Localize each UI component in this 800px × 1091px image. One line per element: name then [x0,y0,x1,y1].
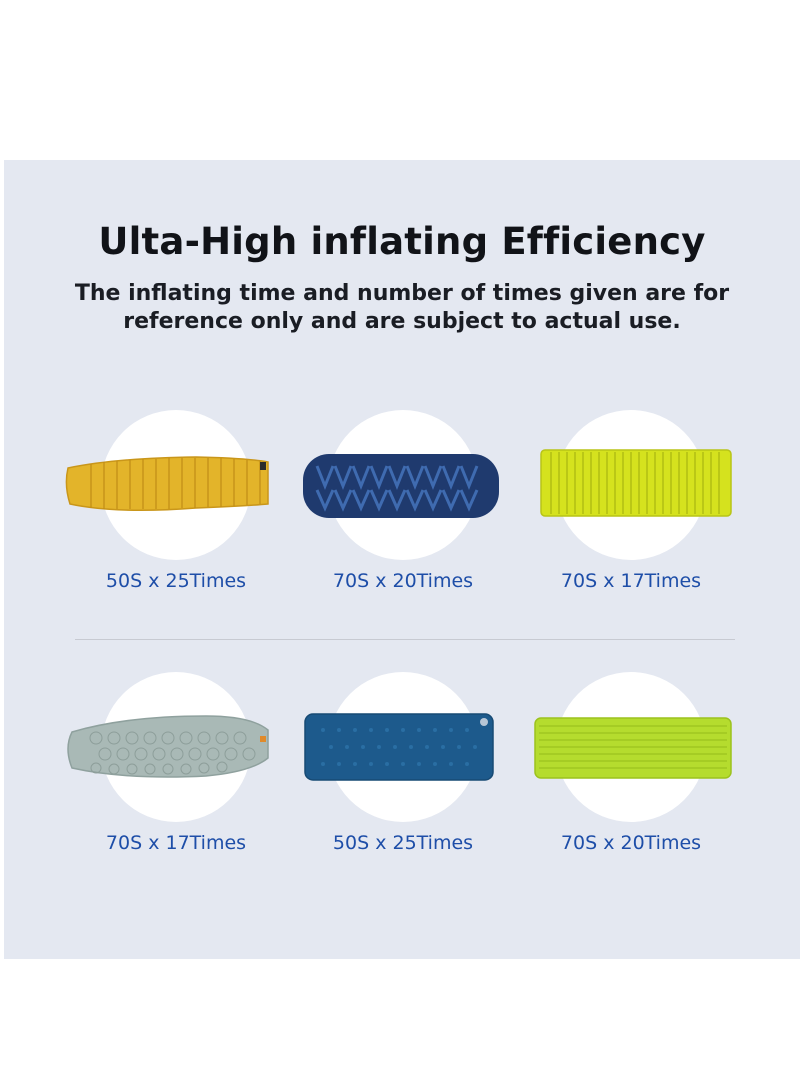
inflation-spec-label: 70S x 20Times [332,570,474,592]
product-card-2: 70S x 20Times [273,410,533,600]
navy-v-chamber-sleeping-pad-icon [303,454,499,518]
subtitle-line-1: The inflating time and number of times g… [74,281,730,306]
page-title: Ulta-High inflating Efficiency [98,220,706,263]
inflation-spec-label: 50S x 25Times [105,570,247,592]
product-card-5: 50S x 25Times [273,672,533,862]
inflation-spec-label: 50S x 25Times [332,832,474,854]
blue-rectangular-sleeping-pad-icon [304,713,494,781]
grey-quilted-sleeping-pad-icon [67,715,269,778]
product-card-3: 70S x 17Times [501,410,761,600]
green-tubed-sleeping-pad-icon [534,717,732,779]
row-divider [75,639,735,640]
product-card-6: 70S x 20Times [501,672,761,862]
lime-ribbed-sleeping-pad-icon [540,449,732,517]
inflation-spec-label: 70S x 17Times [560,570,702,592]
yellow-tapered-sleeping-pad-icon [65,456,269,511]
subtitle-line-2: reference only and are subject to actual… [123,309,681,334]
info-panel: Ulta-High inflating Efficiency The infla… [4,160,800,959]
page-subtitle: The inflating time and number of times g… [4,280,800,336]
inflation-spec-label: 70S x 20Times [560,832,702,854]
product-card-1: 50S x 25Times [46,410,306,600]
inflation-spec-label: 70S x 17Times [105,832,247,854]
product-card-4: 70S x 17Times [46,672,306,862]
